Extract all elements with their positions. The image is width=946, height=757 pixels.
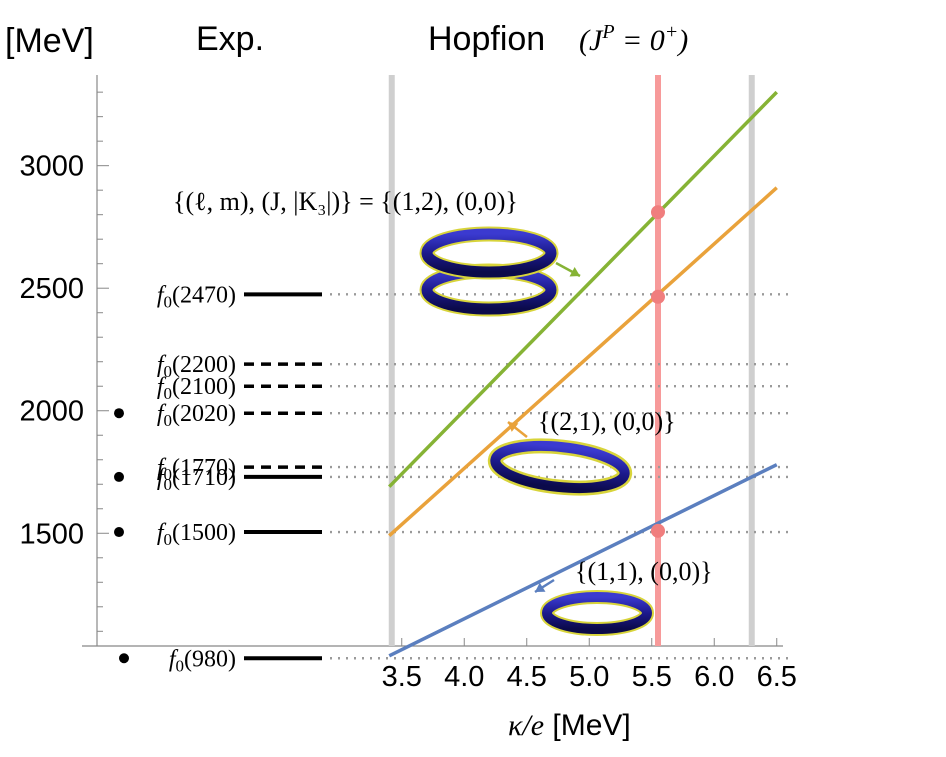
x-tick-label: 6.5 <box>757 661 797 693</box>
y-ticks: 1500 2000 2500 3000 <box>19 91 109 632</box>
series-annotation: {(2,1), (0,0)} <box>538 407 676 436</box>
x-tick-label: 5.5 <box>632 661 672 693</box>
x-axis-label: κ/e [MeV] <box>508 709 631 742</box>
exp-column-title: Exp. <box>196 20 264 58</box>
level-bullet <box>114 471 124 482</box>
x-ticks: 3.5 4.0 4.5 5.0 5.5 6.0 6.5 <box>382 638 797 693</box>
y-tick-label: 3000 <box>19 151 84 183</box>
level-label: f0(2020) <box>157 401 236 430</box>
level-label: f0(2200) <box>157 352 236 381</box>
y-tick-label: 1500 <box>19 518 84 550</box>
hopfion-column-title: Hopfion <box>428 20 545 58</box>
x-tick-label: 5.0 <box>569 661 609 693</box>
y-unit-label: [MeV] <box>5 22 94 60</box>
level-bullet <box>114 527 124 538</box>
series-line <box>388 463 778 658</box>
level-label: f0(1710) <box>157 465 236 494</box>
intersection-point <box>651 523 665 538</box>
level-label: f0(2100) <box>157 374 236 403</box>
level-label: f0(1770) <box>157 455 236 484</box>
annotations: {(ℓ, m), (J, |K₃|)} = {(1,2), (0,0)} {(2,… <box>173 187 713 594</box>
level-label: f0(1500) <box>157 520 236 549</box>
series-annotation: {(1,1), (0,0)} <box>575 557 713 586</box>
annotation-arrowhead <box>508 422 519 432</box>
y-tick-label: 2000 <box>19 396 84 428</box>
intersection-point <box>651 289 665 304</box>
level-label: f0(980) <box>169 646 236 675</box>
y-tick-label: 2500 <box>19 273 84 305</box>
experimental-levels: f0(2470) f0(2200)f0(2100)f0(2020) f0(1770)… <box>114 282 322 675</box>
series-line <box>388 90 778 488</box>
intersection-point <box>651 205 665 220</box>
hopfion-series <box>388 90 778 658</box>
series-annotation: {(ℓ, m), (J, |K₃|)} = {(1,2), (0,0)} <box>173 187 518 216</box>
intersection-points <box>651 205 665 538</box>
series-line <box>388 186 778 538</box>
level-label: f0(2470) <box>157 282 236 311</box>
level-bullet <box>114 408 124 419</box>
x-tick-label: 4.5 <box>507 661 547 693</box>
reference-lines <box>388 75 755 646</box>
level-bullet <box>119 653 129 664</box>
hopfion-ring-21 <box>487 438 633 496</box>
annotation-arrowhead <box>569 266 580 277</box>
annotation-arrowhead <box>535 582 546 592</box>
hopfion-ring-double <box>419 226 559 317</box>
hopfion-quantum-numbers: (JP = 0+) <box>579 21 688 57</box>
hopfion-ring-11 <box>540 590 654 636</box>
x-tick-label: 3.5 <box>382 661 422 693</box>
x-tick-label: 4.0 <box>444 661 484 693</box>
x-tick-label: 6.0 <box>694 661 734 693</box>
